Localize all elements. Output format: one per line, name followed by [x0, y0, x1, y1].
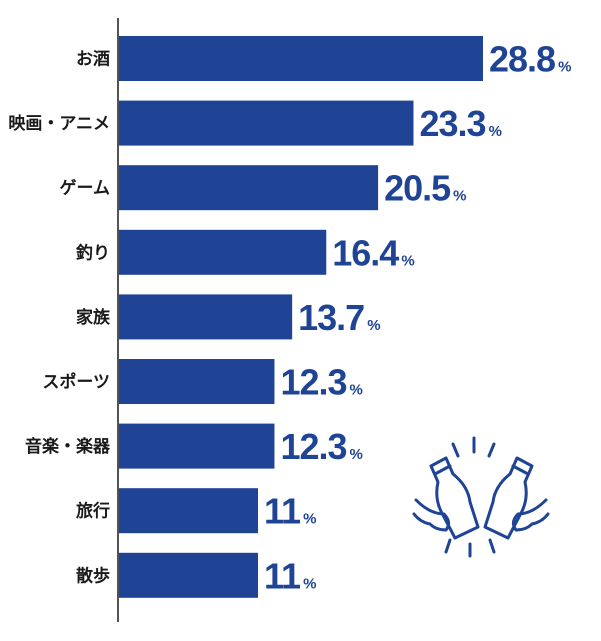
value-unit-1: %: [489, 123, 502, 140]
value-unit-7: %: [303, 511, 316, 528]
bar-1: [119, 100, 414, 146]
category-label-6: 音楽・楽器: [25, 436, 111, 457]
value-label-0: 28.8%: [489, 39, 571, 80]
value-label-4: 13.7%: [298, 297, 380, 338]
category-label-7: 旅行: [76, 501, 110, 522]
bar-7: [119, 488, 259, 534]
value-unit-5: %: [350, 382, 363, 399]
value-number-8: 11: [264, 555, 301, 596]
value-label-3: 16.4%: [332, 232, 414, 273]
value-number-3: 16.4: [332, 232, 399, 273]
value-unit-0: %: [558, 59, 571, 76]
value-number-6: 12.3: [280, 426, 346, 467]
toasting-beer-bottles-icon: [412, 436, 550, 558]
value-number-4: 13.7: [298, 297, 364, 338]
category-label-5: スポーツ: [42, 372, 110, 393]
category-label-4: 家族: [76, 307, 111, 328]
value-unit-3: %: [401, 252, 414, 269]
value-unit-6: %: [350, 446, 363, 463]
value-number-5: 12.3: [280, 362, 346, 403]
value-unit-4: %: [367, 317, 380, 334]
value-label-7: 11%: [264, 491, 316, 532]
bar-5: [119, 359, 275, 404]
value-label-1: 23.3%: [419, 103, 501, 144]
category-label-1: 映画・アニメ: [8, 113, 110, 134]
category-label-3: 釣り: [76, 242, 110, 263]
value-number-2: 20.5: [384, 168, 451, 209]
bar-2: [119, 165, 379, 211]
value-unit-2: %: [453, 188, 466, 205]
value-label-2: 20.5%: [384, 168, 466, 209]
category-label-2: ゲーム: [60, 178, 111, 199]
bar-3: [119, 229, 327, 275]
bar-6: [119, 423, 275, 469]
value-number-0: 28.8: [489, 39, 555, 80]
bar-8: [119, 552, 259, 598]
value-label-8: 11%: [264, 555, 316, 596]
value-number-1: 23.3: [419, 103, 485, 144]
category-label-8: 散歩: [76, 565, 110, 586]
value-unit-8: %: [303, 575, 316, 592]
category-label-0: お酒: [76, 49, 110, 70]
bar-0: [119, 36, 483, 81]
value-label-5: 12.3%: [280, 362, 362, 403]
value-number-7: 11: [264, 491, 301, 532]
value-label-6: 12.3%: [280, 426, 362, 467]
bar-4: [119, 294, 293, 340]
